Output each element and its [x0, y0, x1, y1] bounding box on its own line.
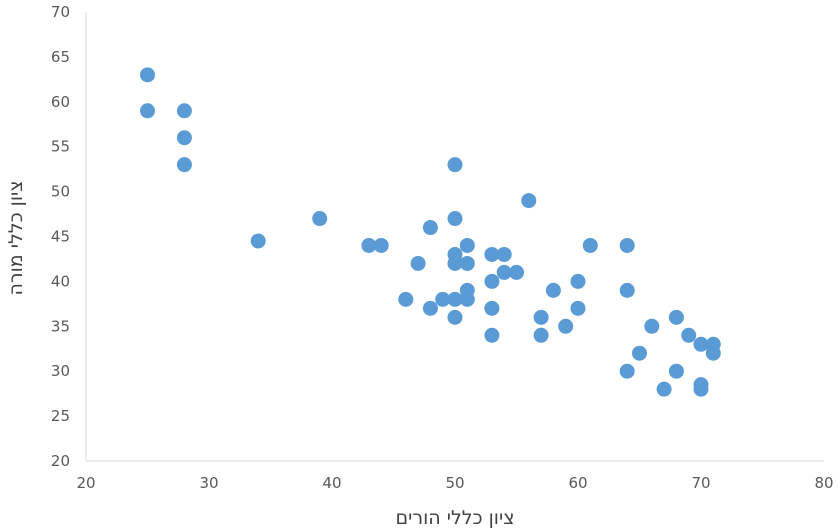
- data-point: [447, 211, 463, 227]
- data-point: [619, 237, 635, 253]
- data-point: [398, 291, 414, 307]
- y-tick-label: 60: [51, 93, 70, 111]
- data-point: [459, 237, 475, 253]
- data-point: [533, 309, 549, 325]
- data-point: [422, 220, 438, 236]
- data-point: [484, 300, 500, 316]
- data-point: [484, 273, 500, 289]
- data-point: [619, 363, 635, 379]
- data-point: [140, 67, 155, 83]
- data-point: [570, 273, 586, 289]
- x-tick-label: 80: [814, 474, 833, 492]
- data-point: [250, 233, 266, 249]
- x-tick-label: 70: [691, 474, 710, 492]
- data-point: [533, 327, 549, 343]
- data-point: [656, 381, 672, 397]
- y-tick-label: 50: [51, 183, 70, 201]
- y-tick-label: 45: [51, 228, 70, 246]
- data-point: [693, 336, 709, 352]
- x-tick-label: 40: [322, 474, 341, 492]
- data-point: [484, 246, 500, 262]
- data-point: [668, 309, 684, 325]
- data-point: [140, 103, 155, 119]
- x-axis-ticks: 20 30 40 50 60 70 80: [76, 474, 833, 492]
- data-point: [509, 264, 524, 280]
- data-point: [705, 345, 721, 361]
- y-tick-label: 30: [51, 362, 70, 380]
- data-point: [668, 363, 684, 379]
- y-tick-label: 35: [51, 317, 70, 335]
- data-point: [447, 291, 463, 307]
- data-point: [496, 246, 512, 262]
- data-point: [176, 130, 192, 146]
- x-tick-label: 20: [76, 474, 95, 492]
- x-tick-label: 50: [445, 474, 464, 492]
- y-tick-label: 70: [51, 3, 70, 21]
- data-point: [447, 255, 463, 271]
- data-point: [632, 345, 647, 361]
- data-point: [484, 327, 500, 343]
- data-point: [176, 157, 192, 173]
- y-tick-label: 65: [51, 48, 70, 66]
- data-points: [140, 67, 721, 397]
- data-point: [496, 264, 512, 280]
- data-point: [435, 291, 451, 307]
- y-axis-title: ציון כללי מורה: [5, 180, 27, 295]
- data-point: [570, 300, 586, 316]
- data-point: [176, 103, 192, 119]
- data-point: [521, 193, 537, 209]
- y-tick-label: 55: [51, 138, 70, 156]
- data-point: [361, 237, 377, 253]
- x-tick-label: 60: [568, 474, 587, 492]
- data-point: [447, 309, 463, 325]
- data-point: [447, 157, 463, 173]
- y-axis-ticks: 20 25 30 35 40 45 50 55 60 65 70: [51, 3, 70, 470]
- data-point: [693, 381, 709, 397]
- data-point: [619, 282, 635, 298]
- x-axis-title: ציון כללי הורים: [395, 507, 514, 529]
- data-point: [410, 255, 426, 271]
- data-point: [459, 291, 475, 307]
- data-point: [373, 237, 389, 253]
- y-tick-label: 20: [51, 452, 70, 470]
- data-point: [459, 255, 475, 271]
- y-tick-label: 40: [51, 272, 70, 290]
- data-point: [545, 282, 561, 298]
- chart-axes: [85, 12, 824, 462]
- data-point: [312, 211, 328, 227]
- data-point: [681, 327, 697, 343]
- y-tick-label: 25: [51, 407, 70, 425]
- data-point: [558, 318, 574, 334]
- data-point: [644, 318, 660, 334]
- data-point: [422, 300, 438, 316]
- x-tick-label: 30: [199, 474, 218, 492]
- data-point: [582, 237, 598, 253]
